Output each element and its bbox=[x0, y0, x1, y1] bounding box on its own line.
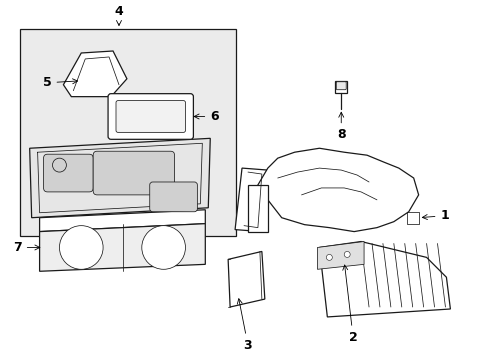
Polygon shape bbox=[40, 210, 205, 231]
FancyBboxPatch shape bbox=[43, 154, 93, 192]
FancyBboxPatch shape bbox=[116, 100, 185, 132]
Circle shape bbox=[325, 255, 332, 260]
FancyBboxPatch shape bbox=[149, 182, 197, 212]
Polygon shape bbox=[319, 242, 449, 317]
Polygon shape bbox=[235, 168, 267, 231]
Polygon shape bbox=[30, 138, 210, 218]
Circle shape bbox=[344, 251, 349, 257]
Text: 1: 1 bbox=[422, 209, 448, 222]
Polygon shape bbox=[257, 148, 418, 231]
Text: 6: 6 bbox=[194, 110, 219, 123]
Text: 4: 4 bbox=[114, 5, 123, 26]
Text: 3: 3 bbox=[237, 299, 252, 352]
Polygon shape bbox=[335, 81, 346, 93]
Text: 7: 7 bbox=[13, 241, 40, 254]
FancyBboxPatch shape bbox=[93, 151, 174, 195]
Text: 2: 2 bbox=[342, 265, 357, 344]
Polygon shape bbox=[228, 251, 264, 307]
Bar bbox=[20, 29, 236, 235]
FancyBboxPatch shape bbox=[108, 94, 193, 139]
Polygon shape bbox=[40, 224, 205, 271]
Polygon shape bbox=[247, 185, 267, 231]
Text: 5: 5 bbox=[42, 76, 78, 89]
Circle shape bbox=[142, 226, 185, 269]
FancyBboxPatch shape bbox=[336, 82, 346, 90]
Polygon shape bbox=[63, 51, 127, 96]
Polygon shape bbox=[317, 242, 364, 269]
Text: 8: 8 bbox=[336, 112, 345, 141]
Circle shape bbox=[52, 158, 66, 172]
Circle shape bbox=[60, 226, 103, 269]
